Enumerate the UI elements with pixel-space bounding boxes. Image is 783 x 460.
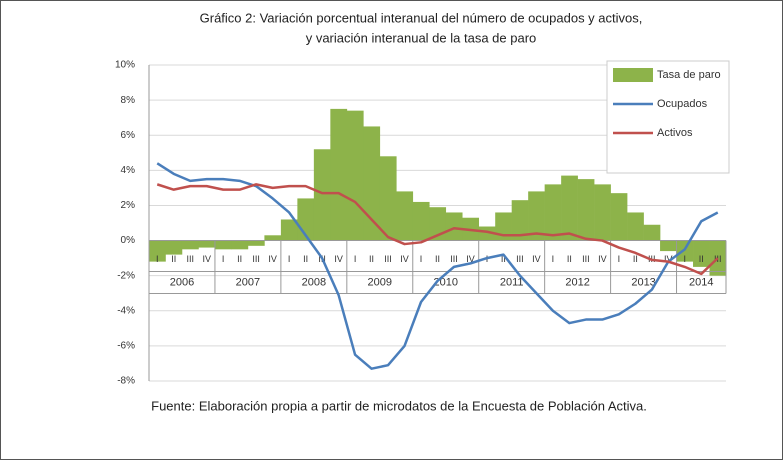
x-tick-label: IV	[202, 254, 211, 264]
bar	[577, 179, 595, 241]
bar	[561, 175, 578, 241]
x-tick-label: II	[303, 254, 308, 264]
bar	[280, 219, 298, 241]
x-tick-label: III	[384, 254, 392, 264]
legend-label: Ocupados	[657, 98, 708, 110]
bar	[627, 212, 644, 241]
x-tick-label: I	[156, 254, 159, 264]
group-label: 2012	[565, 276, 589, 288]
x-tick-label: III	[450, 254, 458, 264]
bar	[544, 184, 562, 241]
x-tick-label: I	[552, 254, 555, 264]
line-series	[156, 183, 719, 276]
y-tick-label: -8%	[117, 376, 135, 387]
line-series	[156, 162, 719, 370]
bar	[676, 240, 694, 262]
bar	[264, 235, 282, 241]
group-label: 2013	[631, 276, 655, 288]
x-tick-label: IV	[664, 254, 673, 264]
y-tick-label: 6%	[121, 130, 136, 141]
x-tick-label: III	[516, 254, 524, 264]
x-tick-label: I	[420, 254, 423, 264]
y-tick-label: 4%	[121, 165, 136, 176]
x-tick-label: II	[567, 254, 572, 264]
x-tick-label: II	[699, 254, 704, 264]
bar	[363, 126, 381, 241]
x-tick-label: I	[354, 254, 357, 264]
group-label: 2009	[368, 276, 392, 288]
x-tick-label: III	[582, 254, 590, 264]
bar	[660, 240, 677, 252]
legend-swatch	[613, 68, 653, 82]
y-tick-label: -2%	[117, 270, 135, 281]
bar	[396, 191, 414, 241]
chart-title: y variación interanual de la tasa de par…	[306, 30, 537, 45]
bar	[478, 226, 496, 241]
y-tick-label: -4%	[117, 305, 135, 316]
x-tick-label: IV	[532, 254, 541, 264]
bar	[693, 240, 710, 267]
x-tick-label: III	[252, 254, 260, 264]
bar	[181, 240, 199, 250]
x-tick-label: II	[171, 254, 176, 264]
x-tick-label: II	[237, 254, 242, 264]
y-tick-label: 2%	[121, 200, 136, 211]
x-tick-label: IV	[598, 254, 607, 264]
x-tick-label: IV	[466, 254, 475, 264]
group-label: 2014	[689, 276, 713, 288]
group-label: 2011	[500, 276, 524, 288]
x-tick-label: I	[222, 254, 225, 264]
chart-title: Gráfico 2: Variación porcentual interanu…	[200, 10, 643, 25]
bar	[313, 149, 331, 241]
legend-label: Tasa de paro	[657, 69, 721, 81]
bar	[214, 240, 232, 250]
bar	[231, 240, 249, 250]
legend-label: Activos	[657, 127, 693, 139]
x-tick-label: II	[633, 254, 638, 264]
x-tick-label: IV	[268, 254, 277, 264]
x-tick-label: IV	[400, 254, 409, 264]
x-tick-label: II	[501, 254, 506, 264]
bar	[594, 184, 611, 241]
bar	[445, 212, 463, 241]
bar	[330, 108, 348, 241]
bar	[379, 156, 397, 241]
bar	[149, 240, 166, 262]
x-tick-label: I	[684, 254, 687, 264]
group-label: 2006	[170, 276, 194, 288]
x-tick-label: II	[369, 254, 374, 264]
group-label: 2007	[236, 276, 260, 288]
y-tick-label: -6%	[117, 341, 135, 352]
bar	[412, 201, 430, 241]
group-label: 2008	[302, 276, 326, 288]
bar	[198, 240, 216, 248]
bar	[709, 240, 727, 276]
x-tick-label: IV	[334, 254, 343, 264]
bar	[610, 193, 628, 241]
bar	[346, 110, 364, 241]
bar	[643, 224, 661, 241]
bar	[511, 200, 529, 241]
x-tick-label: I	[618, 254, 621, 264]
x-tick-label: II	[435, 254, 440, 264]
x-tick-label: III	[186, 254, 194, 264]
bar	[247, 240, 265, 246]
bar	[528, 191, 545, 241]
source-note: Fuente: Elaboración propia a partir de m…	[151, 398, 647, 413]
y-tick-label: 0%	[121, 235, 136, 246]
x-tick-label: I	[288, 254, 291, 264]
bar	[165, 240, 183, 255]
y-tick-label: 10%	[115, 60, 135, 71]
y-tick-label: 8%	[121, 95, 136, 106]
